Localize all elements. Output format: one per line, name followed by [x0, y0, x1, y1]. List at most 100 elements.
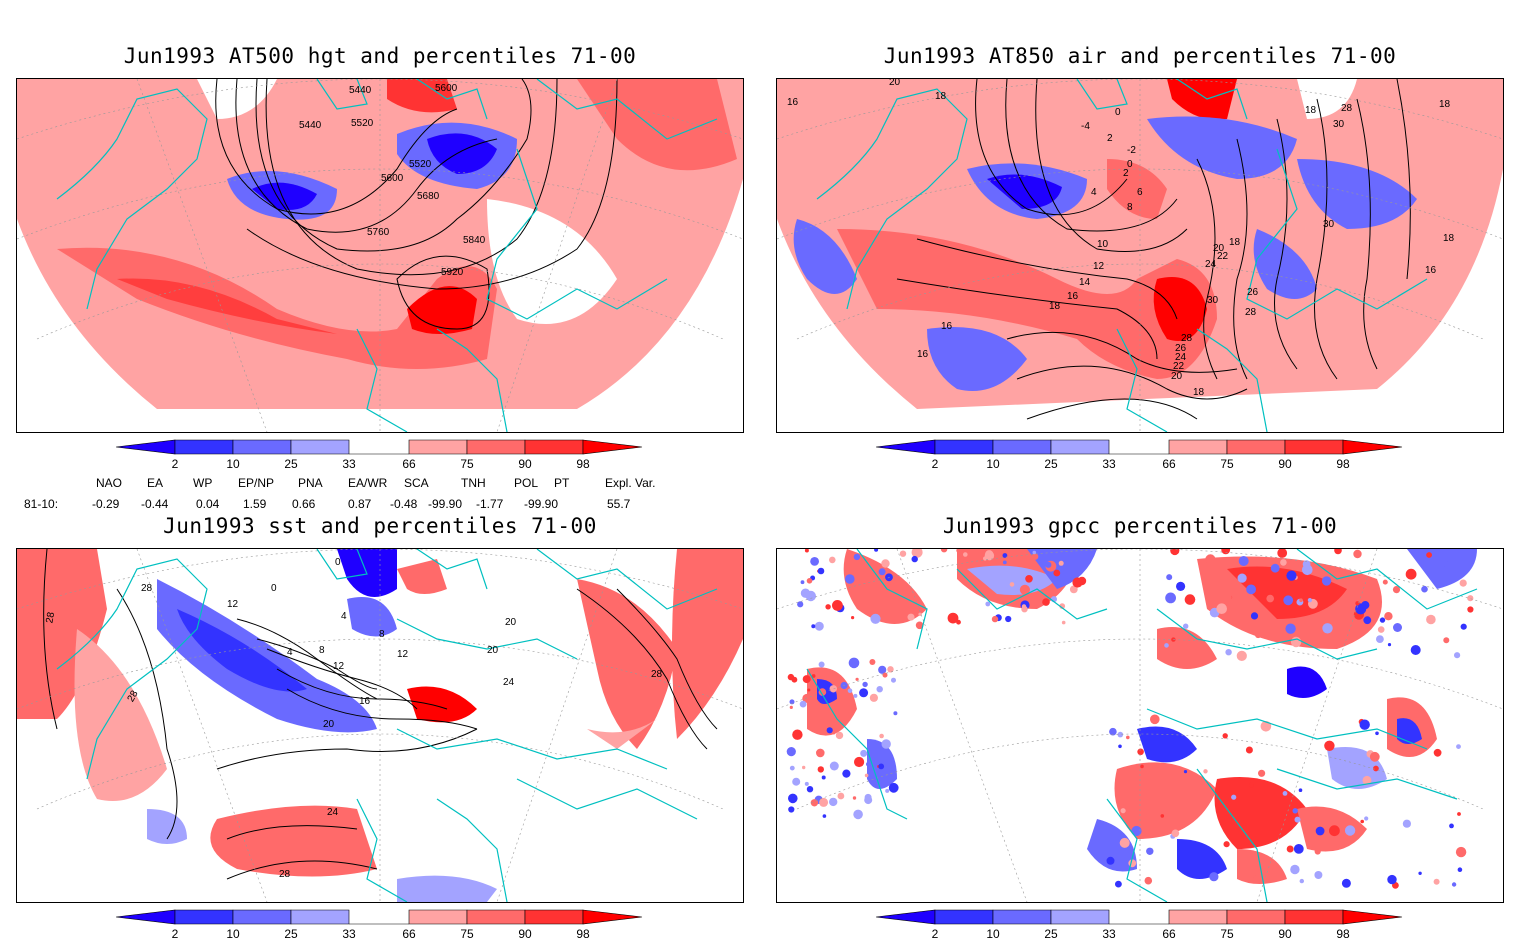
teleconn-value: -0.48 [390, 497, 418, 511]
precip-speckle-dot [881, 559, 890, 568]
teleconn-value: -99.90 [524, 497, 559, 511]
precip-speckle-dot [1118, 744, 1122, 749]
precip-speckle-dot [1237, 573, 1247, 583]
contour-label: 8 [379, 629, 385, 640]
precip-speckle-dot [1443, 637, 1450, 644]
contour-label: 5520 [409, 159, 432, 170]
precip-speckle-dot [806, 786, 814, 793]
contour-label: 20 [323, 719, 335, 730]
colorbar-swatches [116, 909, 643, 925]
precip-speckle-dot [1299, 878, 1304, 884]
precip-speckle-dot [1467, 595, 1474, 602]
precip-speckle-dot [826, 727, 833, 734]
precip-speckle-dot [797, 601, 804, 608]
contour-label: 30 [1333, 119, 1345, 130]
precip-speckle-dot [1457, 867, 1463, 872]
teleconn-header: EP/NP [238, 476, 275, 490]
temperature-contours [896, 79, 1411, 420]
precip-speckle-dot [870, 613, 881, 624]
precip-speckle-dot [911, 555, 918, 563]
colorbar-swatch [1168, 909, 1228, 925]
precip-speckle-dot [1290, 864, 1300, 875]
contour-label: 18 [1439, 99, 1451, 110]
precip-speckle-dot [1363, 616, 1372, 625]
contour-label: 0 [1115, 107, 1121, 118]
precip-speckle-dot [847, 688, 853, 693]
precip-speckle-dot [869, 693, 878, 702]
precip-speckle-dot [1144, 876, 1153, 885]
colorbar-swatches [116, 439, 643, 455]
precip-speckle-dot [1166, 574, 1173, 581]
colorbar-tick: 10 [986, 457, 1000, 471]
graticule [17, 549, 743, 902]
contour-label: 0 [335, 557, 341, 568]
precip-speckle-dot [853, 693, 858, 698]
precip-speckle-dot [802, 693, 812, 703]
precip-speckle-dot [1314, 871, 1323, 879]
precip-speckle-dot [819, 797, 829, 807]
teleconn-header: Expl. Var. [605, 476, 656, 490]
coastlines [806, 549, 1478, 902]
colorbar-tick: 2 [931, 927, 939, 941]
teleconn-header: PT [554, 476, 570, 490]
precip-speckle-dot [860, 749, 868, 757]
precip-speckle-dot [818, 688, 827, 696]
precip-speckle-dot [1253, 875, 1261, 883]
precip-speckle-dot [1248, 782, 1254, 788]
contour-label: 5520 [351, 118, 374, 129]
precip-speckle-dot [1454, 652, 1461, 659]
precip-speckle-dot [1377, 626, 1385, 633]
contour-label: 0 [1127, 159, 1133, 170]
colorbar-tick: 90 [518, 457, 532, 471]
contour-label: 4 [1091, 187, 1097, 198]
precip-speckle-dot [855, 677, 859, 681]
precip-speckle-dot [835, 731, 844, 740]
precip-speckle-dot [1321, 576, 1332, 586]
map-panel-air850: 20 16 18 -4 0 2 -2 0 2 4 6 8 10 12 14 16… [776, 78, 1504, 433]
percentile-shading [17, 549, 743, 902]
precip-speckle-dot [1341, 878, 1351, 888]
contour-label: 16 [359, 696, 371, 707]
colorbar-tick: 90 [1278, 457, 1292, 471]
contour-label: 18 [1193, 387, 1205, 398]
contour-label: 5920 [441, 267, 464, 278]
precip-speckle-dot [1119, 837, 1130, 848]
precip-speckle-dot [1402, 819, 1411, 828]
colorbar-swatch [1284, 909, 1344, 925]
precip-speckle-dot [1072, 577, 1083, 588]
contour-labels: 20 16 18 -4 0 2 -2 0 2 4 6 8 10 12 14 16… [787, 79, 1455, 398]
contour-label: 28 [1341, 103, 1353, 114]
contour-label: 16 [787, 97, 799, 108]
colorbar-tick: 2 [171, 927, 179, 941]
contour-label: 5600 [435, 83, 458, 94]
contour-label: 8 [319, 645, 325, 656]
contour-label: 16 [1425, 265, 1437, 276]
contour-label: 30 [1323, 219, 1335, 230]
precip-speckle-dot [890, 773, 897, 780]
contour-label: 12 [1093, 261, 1105, 272]
precip-speckle-dot [811, 624, 816, 629]
precip-speckle-dot [859, 688, 869, 698]
teleconn-header: EA/WR [348, 476, 388, 490]
colorbar-tick: 25 [1044, 927, 1058, 941]
colorbar-tick: 10 [226, 457, 240, 471]
precip-speckle-dot [1433, 878, 1440, 885]
precip-speckle-dot [1293, 844, 1304, 854]
precip-speckle-dot [918, 612, 922, 616]
precip-speckle-dot [991, 615, 999, 623]
precip-speckle-dot [1314, 848, 1321, 855]
precip-speckle-dot [878, 665, 887, 674]
precip-speckle-dot [1299, 598, 1303, 602]
precip-speckle-dot [1223, 841, 1230, 848]
precip-speckle-dot [915, 621, 924, 630]
precip-speckle-dot [1459, 579, 1467, 587]
colorbar-swatch [1342, 909, 1403, 925]
colorbar-top-left: 2 10 25 33 66 75 90 98 [116, 439, 656, 479]
contour-label: 12 [227, 599, 239, 610]
precip-speckle-dot [822, 814, 827, 818]
colorbar-tick: 2 [171, 457, 179, 471]
precip-speckle-dot [818, 661, 825, 668]
precip-speckle-dot [1002, 553, 1008, 558]
precip-speckle-dot [1329, 825, 1340, 837]
precip-speckle-dot [866, 761, 871, 767]
